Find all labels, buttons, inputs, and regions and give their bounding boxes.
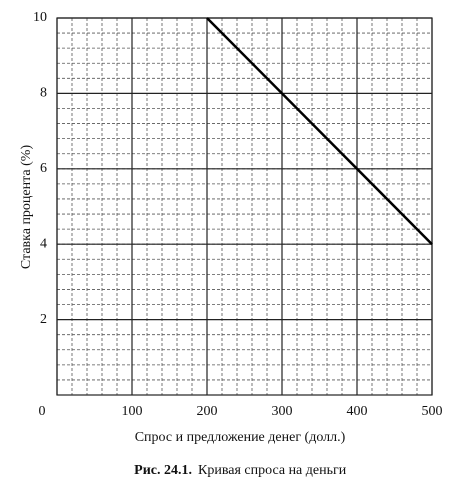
y-tick-label: 6 <box>40 161 47 176</box>
y-tick-label: 4 <box>40 236 47 251</box>
x-tick-label: 400 <box>347 404 368 419</box>
x-tick-label: 500 <box>422 404 443 419</box>
x-tick-label: 200 <box>197 404 218 419</box>
x-tick-label: 300 <box>272 404 293 419</box>
x-tick-label: 0 <box>39 404 46 419</box>
y-tick-label: 2 <box>40 312 47 327</box>
y-tick-label: 8 <box>40 86 47 101</box>
plot-frame <box>56 17 433 396</box>
figure-label: Рис. 24.1. <box>134 463 192 478</box>
y-axis-label: Ставка процента (%) <box>19 145 34 270</box>
demand-line <box>206 17 433 246</box>
y-tick-label: 10 <box>33 10 47 25</box>
x-axis-label: Спрос и предложение денег (долл.) <box>135 430 346 445</box>
x-tick-label: 100 <box>122 404 143 419</box>
caption: Кривая спроса на деньги <box>198 463 347 478</box>
